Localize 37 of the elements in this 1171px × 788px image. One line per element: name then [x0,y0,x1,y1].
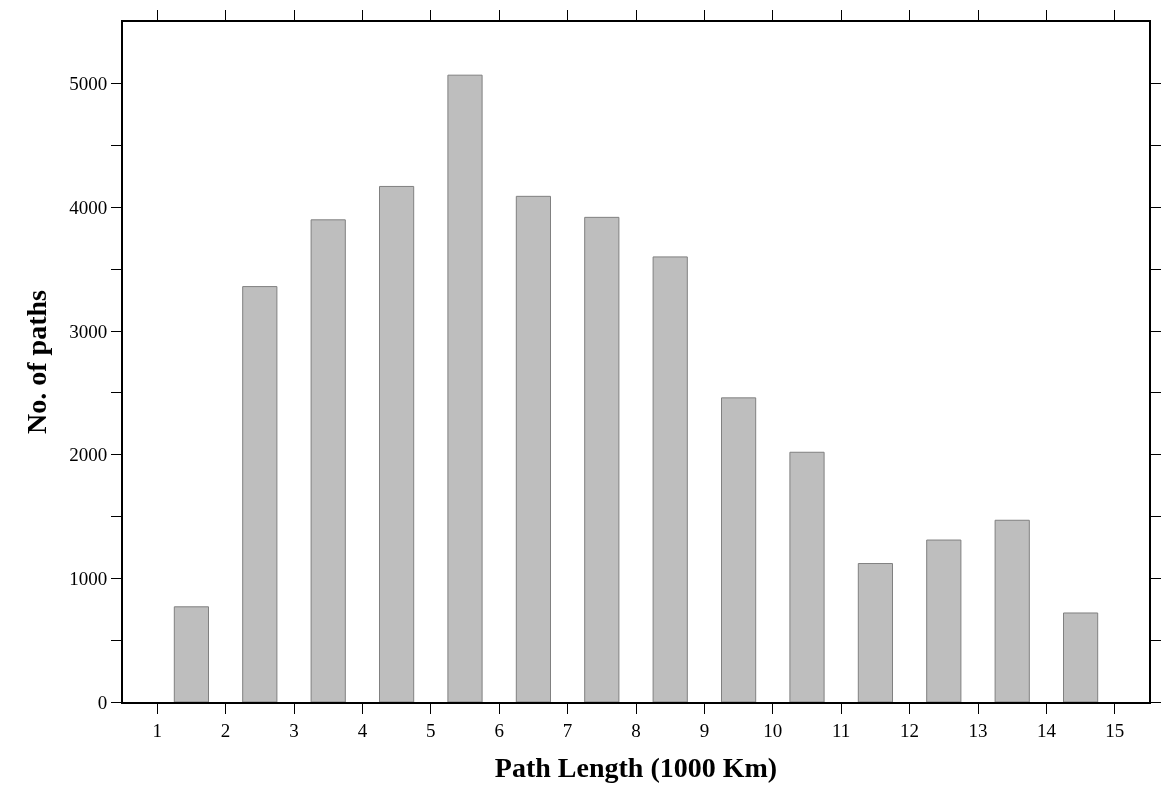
bar [379,185,415,702]
bar [994,519,1030,702]
bar [310,219,346,702]
bar [857,563,893,702]
x-tick-label: 4 [357,719,368,741]
x-tick-label: 15 [1105,719,1125,741]
x-tick-label: 8 [631,719,641,741]
x-tick-label: 1 [152,719,162,741]
bar [584,216,620,702]
bar [447,74,483,702]
x-tick-label: 12 [900,719,920,741]
bar [789,451,825,702]
y-tick-label: 3000 [69,320,108,342]
y-tick-label: 1000 [69,568,108,590]
bar [1063,612,1099,702]
bar [242,286,278,702]
bar [515,195,551,702]
x-tick-label: 9 [699,719,710,741]
x-tick-label: 10 [763,719,783,741]
y-tick-label: 0 [97,691,108,713]
x-tick-label: 14 [1036,719,1057,741]
x-tick-label: 7 [562,719,573,741]
bar [173,606,209,702]
y-axis-title: No. of paths [21,289,53,434]
x-tick-label: 11 [832,719,851,741]
y-tick-label: 4000 [69,197,108,219]
x-axis-title: Path Length (1000 Km) [494,752,778,784]
y-tick-label: 2000 [69,444,108,466]
x-tick-label: 13 [968,719,988,741]
x-tick-label: 6 [494,719,504,741]
bar [721,397,757,702]
x-tick-label: 3 [289,719,299,741]
x-tick-label: 5 [426,719,436,741]
bar [652,256,688,702]
x-tick-label: 2 [220,719,231,741]
y-tick-label: 5000 [69,73,108,95]
bar [926,539,962,702]
